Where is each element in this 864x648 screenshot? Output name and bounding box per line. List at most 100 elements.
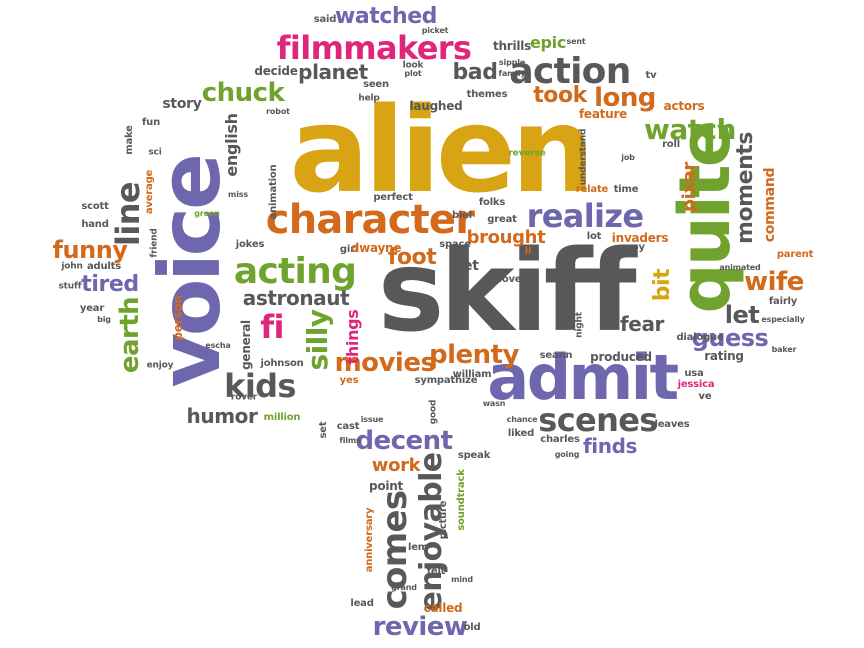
- word-english: english: [222, 113, 241, 177]
- word-story: story: [162, 96, 202, 112]
- word-average: average: [144, 169, 155, 215]
- word-took: took: [533, 83, 587, 108]
- word-funny: funny: [52, 236, 128, 264]
- word-watched: watched: [335, 4, 437, 29]
- word-roll: roll: [662, 139, 680, 150]
- word-decent: decent: [355, 426, 453, 456]
- word-scott: scott: [81, 201, 109, 212]
- word-family: family: [498, 69, 526, 78]
- word-love: love: [498, 274, 522, 285]
- word-job: job: [621, 153, 635, 162]
- word-called: called: [423, 601, 463, 615]
- word-animation: animation: [268, 164, 279, 220]
- word-things: things: [343, 309, 362, 365]
- word-make: make: [124, 125, 135, 155]
- word-fun: fun: [142, 117, 160, 128]
- word-seann: seann: [539, 350, 573, 361]
- word-planet: planet: [298, 60, 368, 84]
- word-going: going: [554, 450, 580, 459]
- word-cast: cast: [336, 421, 360, 432]
- word-wasn: wasn: [482, 399, 506, 408]
- word-epic: epic: [530, 33, 566, 52]
- word-filmmakers: filmmakers: [276, 29, 472, 67]
- word-earth: earth: [115, 296, 145, 374]
- word-sympathize: sympathize: [414, 375, 478, 386]
- word-work: work: [371, 455, 421, 476]
- word-enjoy: enjoy: [146, 360, 174, 371]
- word-chance: chance: [506, 415, 538, 424]
- word-pixar: pixar: [679, 162, 700, 212]
- word-astronaut: astronaut: [242, 286, 350, 310]
- word-lem: lem: [407, 542, 429, 553]
- word-help: help: [358, 93, 380, 104]
- word-especially: especially: [761, 315, 805, 324]
- word-year: year: [79, 303, 105, 314]
- word-decide: decide: [254, 64, 298, 78]
- word-night: night: [574, 312, 585, 338]
- word-robot: robot: [266, 107, 290, 116]
- word-alien: alien: [289, 81, 596, 219]
- word-action: action: [509, 51, 631, 92]
- word-time: time: [613, 184, 639, 195]
- word-girl: girl: [339, 244, 359, 255]
- word-brought: brought: [466, 227, 546, 248]
- word-tv: tv: [645, 70, 657, 81]
- word-watch: watch: [644, 113, 736, 146]
- word-guess: guess: [691, 324, 769, 352]
- word-tired: tired: [81, 272, 139, 297]
- word-ve: ve: [698, 391, 712, 402]
- word-actors: actors: [663, 99, 705, 113]
- word-johnson: johnson: [260, 358, 304, 369]
- word-copy: copy: [619, 242, 645, 253]
- word-charles: charles: [540, 434, 580, 445]
- word-let: let: [724, 301, 760, 329]
- word-plenty: plenty: [429, 340, 519, 370]
- word-anniversary: anniversary: [364, 507, 375, 573]
- word-sipple: sipple: [498, 58, 526, 67]
- word-set: set: [318, 421, 329, 439]
- word-feature: feature: [578, 107, 628, 121]
- word-silly: silly: [301, 309, 334, 371]
- word-space: space: [439, 239, 471, 250]
- word-laughed: laughed: [409, 99, 463, 113]
- word-speak: speak: [457, 450, 491, 461]
- word-million: million: [263, 412, 301, 423]
- word-picture: picture: [438, 500, 449, 540]
- word-leaves: leaves: [654, 419, 690, 430]
- word-sci: sci: [148, 147, 162, 158]
- word-parent: parent: [776, 249, 814, 260]
- word-fairly: fairly: [768, 296, 798, 307]
- word-seen: seen: [363, 79, 389, 90]
- word-point: point: [368, 479, 404, 493]
- word-bit: bit: [650, 268, 675, 302]
- word-humor: humor: [186, 404, 258, 428]
- word-invaders: invaders: [611, 231, 669, 245]
- word-plot: plot: [404, 69, 422, 78]
- word-voice: voice: [141, 156, 239, 388]
- word-stuff: stuff: [58, 281, 82, 292]
- word-quite: quite: [664, 122, 746, 314]
- word-baker: baker: [771, 345, 797, 354]
- word-bad: bad: [452, 60, 498, 85]
- word-john: john: [61, 261, 83, 272]
- word-skiff: skiff: [377, 227, 637, 357]
- word-themes: themes: [466, 89, 508, 100]
- word-movies: movies: [334, 348, 436, 378]
- word-films: films: [339, 436, 361, 445]
- word-finds: finds: [582, 434, 638, 458]
- word-folks: folks: [478, 197, 506, 208]
- word-picket: picket: [421, 26, 449, 35]
- word-liked: liked: [507, 428, 535, 439]
- word-kids: kids: [224, 367, 296, 405]
- word-escha: escha: [205, 341, 231, 350]
- word-pet: pet: [453, 258, 479, 274]
- word-soundtrack: soundtrack: [456, 469, 467, 531]
- word-big: big: [97, 315, 111, 324]
- word-lot: lot: [586, 231, 602, 242]
- word-yes: yes: [339, 375, 359, 386]
- word-understand: understand: [578, 128, 589, 186]
- word-animated: animated: [719, 263, 761, 272]
- word-great: great: [487, 214, 517, 225]
- word-produced: produced: [590, 350, 652, 364]
- word-look: look: [402, 60, 424, 71]
